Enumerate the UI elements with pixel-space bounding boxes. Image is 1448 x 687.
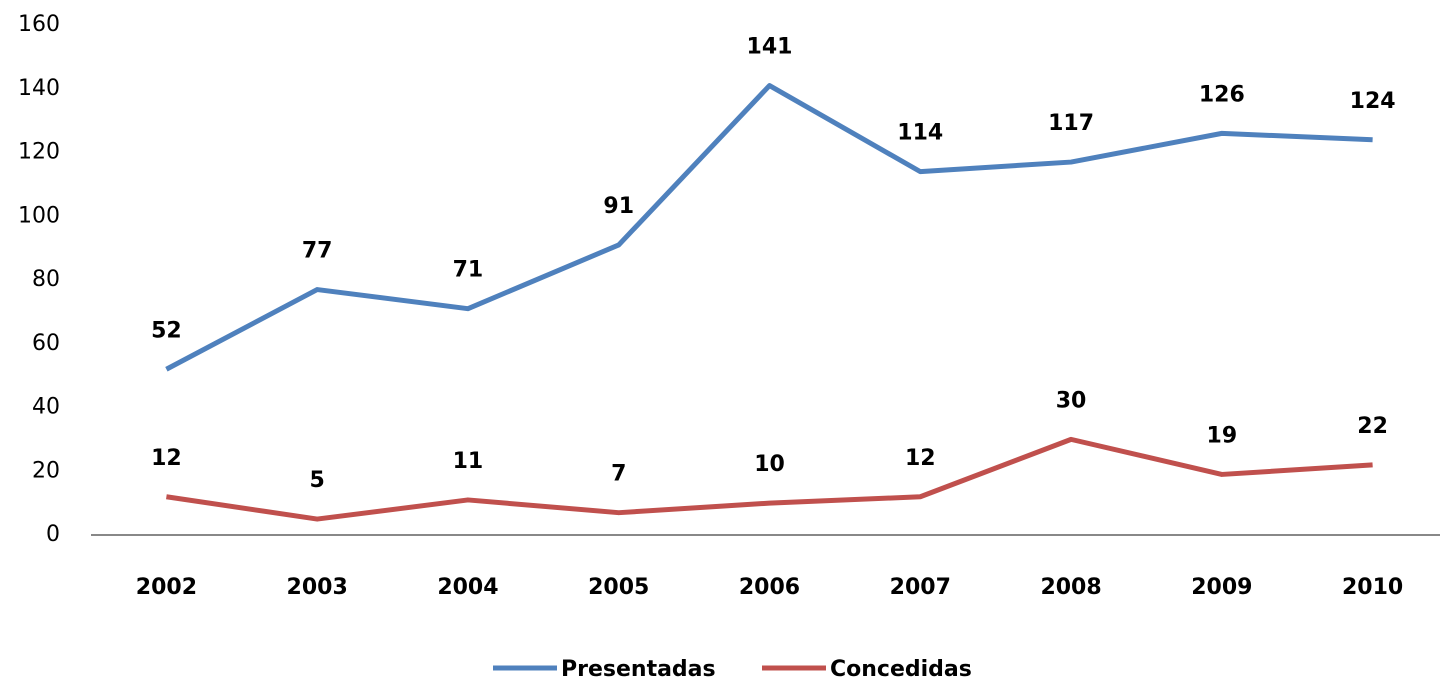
x-tick-label: 2009 — [1191, 575, 1252, 600]
data-label: 10 — [754, 452, 785, 477]
x-tick-label: 2003 — [287, 575, 348, 600]
data-label: 5 — [310, 468, 325, 493]
data-label: 12 — [905, 446, 936, 471]
series-line — [165, 83, 1373, 372]
y-tick-label: 60 — [32, 331, 60, 356]
data-label: 117 — [1048, 111, 1094, 136]
data-label: 30 — [1056, 388, 1087, 413]
x-tick-label: 2008 — [1040, 575, 1101, 600]
data-label: 124 — [1350, 89, 1396, 114]
x-tick-label: 2002 — [136, 575, 197, 600]
y-tick-label: 160 — [18, 12, 60, 37]
data-label: 52 — [151, 318, 182, 343]
data-label: 22 — [1357, 414, 1388, 439]
legend-label: Presentadas — [561, 657, 716, 682]
data-label: 19 — [1207, 423, 1238, 448]
data-label: 12 — [151, 446, 182, 471]
y-tick-label: 0 — [46, 522, 60, 547]
y-tick-label: 120 — [18, 140, 60, 165]
data-label: 126 — [1199, 82, 1245, 107]
data-label: 91 — [603, 194, 634, 219]
legend-label: Concedidas — [830, 657, 972, 682]
x-tick-label: 2006 — [739, 575, 800, 600]
x-tick-label: 2010 — [1342, 575, 1403, 600]
y-tick-label: 40 — [32, 395, 60, 420]
x-tick-label: 2007 — [890, 575, 951, 600]
y-tick-label: 140 — [18, 76, 60, 101]
data-label: 11 — [453, 449, 484, 474]
data-label: 71 — [453, 258, 484, 283]
y-tick-label: 80 — [32, 267, 60, 292]
data-label: 77 — [302, 239, 333, 264]
y-tick-label: 20 — [32, 458, 60, 483]
series-line — [166, 436, 1373, 522]
x-tick-label: 2005 — [588, 575, 649, 600]
y-tick-label: 100 — [18, 203, 60, 228]
data-label: 7 — [611, 462, 626, 487]
data-label: 141 — [747, 35, 793, 60]
data-label: 114 — [897, 121, 943, 146]
x-tick-label: 2004 — [437, 575, 498, 600]
